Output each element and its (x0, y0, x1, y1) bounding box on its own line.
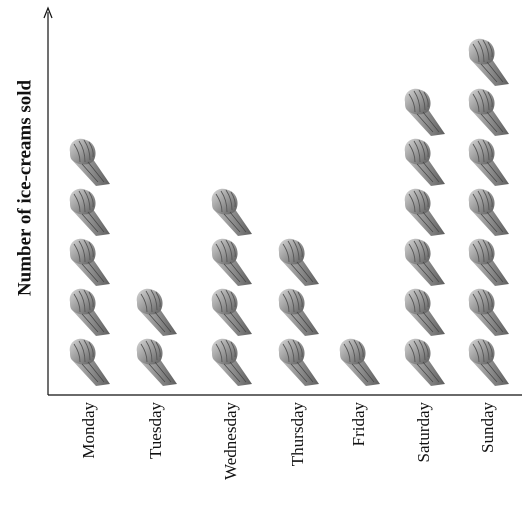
ice-cream-icon (469, 239, 509, 286)
icon-stack (340, 339, 380, 386)
ice-cream-icon (137, 289, 177, 336)
icon-stack (137, 289, 177, 386)
ice-cream-icon (212, 289, 252, 336)
ice-cream-icon (469, 189, 509, 236)
x-tick-label: Saturday (414, 402, 433, 463)
chart: Number of ice-creams sold Monday Tuesday W… (0, 0, 528, 508)
x-tick-label: Thursday (288, 402, 307, 467)
ice-cream-icon (212, 339, 252, 386)
ice-cream-icon (469, 339, 509, 386)
x-tick-label: Wednesday (221, 402, 240, 480)
y-axis-label: Number of ice-creams sold (14, 79, 35, 296)
ice-cream-icon (405, 139, 445, 186)
x-tick-label: Sunday (478, 402, 497, 454)
ice-cream-icon (279, 289, 319, 336)
ice-cream-icon (469, 39, 509, 86)
ice-cream-icon (137, 339, 177, 386)
ice-cream-icon (70, 339, 110, 386)
ice-cream-icon (212, 189, 252, 236)
icon-stack (279, 239, 319, 386)
icon-stack (70, 139, 110, 386)
ice-cream-icon (405, 239, 445, 286)
icon-stack (212, 189, 252, 386)
ice-cream-icon (405, 189, 445, 236)
ice-cream-icon (405, 339, 445, 386)
ice-cream-icon (70, 289, 110, 336)
icon-stack (469, 39, 509, 386)
ice-cream-icon (340, 339, 380, 386)
ice-cream-icon (469, 89, 509, 136)
ice-cream-icon (212, 239, 252, 286)
ice-cream-icon (70, 139, 110, 186)
x-tick-label: Tuesday (146, 402, 165, 459)
icon-stack (405, 89, 445, 386)
ice-cream-icon (469, 139, 509, 186)
x-tick-label: Monday (79, 402, 98, 459)
ice-cream-icon (405, 89, 445, 136)
ice-cream-icon (405, 289, 445, 336)
ice-cream-icon (279, 339, 319, 386)
ice-cream-icon (279, 239, 319, 286)
ice-cream-icon (469, 289, 509, 336)
x-tick-label: Friday (349, 402, 368, 447)
ice-cream-icon (70, 189, 110, 236)
ice-cream-icon (70, 239, 110, 286)
